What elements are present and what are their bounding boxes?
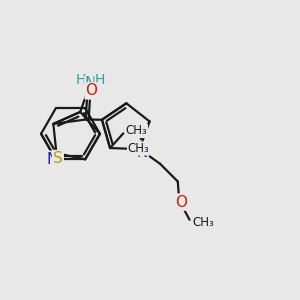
Text: S: S	[53, 151, 63, 166]
Text: N: N	[136, 145, 148, 160]
Text: H: H	[76, 73, 86, 86]
Text: CH₃: CH₃	[126, 124, 147, 137]
Text: N: N	[46, 152, 58, 167]
Text: O: O	[85, 83, 98, 98]
Text: O: O	[176, 195, 188, 210]
Text: CH₃: CH₃	[128, 142, 149, 155]
Text: H: H	[95, 73, 106, 86]
Text: CH₃: CH₃	[192, 216, 214, 229]
Text: N: N	[85, 76, 96, 92]
